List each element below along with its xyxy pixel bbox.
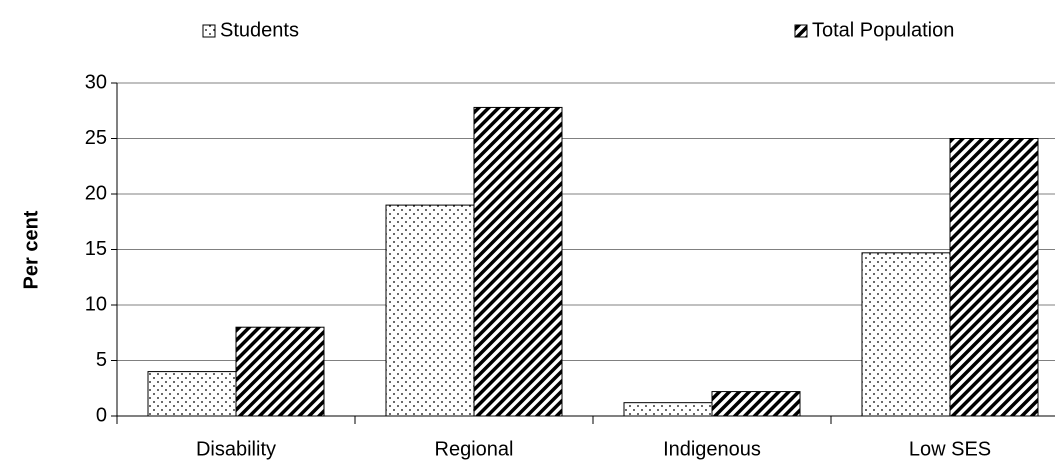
y-tick-label: 5 (96, 349, 107, 371)
legend-label: Total Population (812, 19, 954, 41)
legend-label: Students (220, 19, 299, 41)
x-tick-label: Disability (196, 438, 276, 460)
bar (147, 371, 237, 417)
bar (861, 252, 951, 417)
x-tick-label: Indigenous (663, 438, 761, 460)
x-tick-label: Low SES (909, 438, 991, 460)
bar (949, 138, 1039, 417)
bar (385, 204, 475, 417)
bar (235, 326, 325, 417)
bar (623, 402, 713, 417)
y-tick-label: 25 (85, 127, 107, 149)
legend-swatch (202, 24, 216, 38)
y-tick-label: 15 (85, 238, 107, 260)
x-tick-label: Regional (435, 438, 514, 460)
bar (711, 391, 801, 417)
y-tick-label: 0 (96, 404, 107, 426)
y-tick-label: 10 (85, 293, 107, 315)
y-axis-label: Per cent (20, 210, 42, 289)
y-tick-label: 20 (85, 182, 107, 204)
legend-swatch (794, 24, 808, 38)
y-tick-label: 30 (85, 71, 107, 93)
bar (473, 106, 563, 417)
